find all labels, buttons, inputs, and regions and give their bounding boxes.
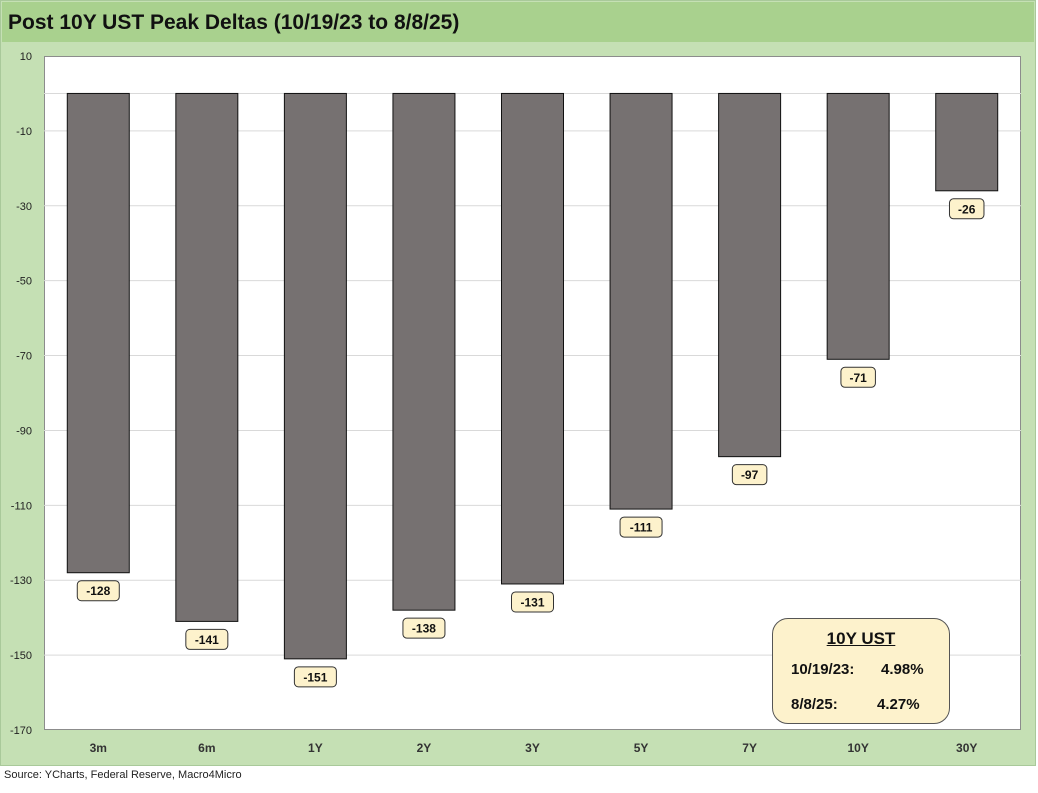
bar-30Y [935, 92, 999, 192]
x-tick-label: 2Y [417, 741, 432, 755]
data-label-box [293, 666, 337, 688]
data-label-box [402, 617, 446, 639]
x-tick-label: 5Y [634, 741, 649, 755]
data-label-box [840, 366, 876, 388]
info-box-heading: 10Y UST [826, 629, 896, 648]
x-tick-label: 3m [90, 741, 107, 755]
data-label-box [511, 591, 554, 613]
bar-1Y [283, 92, 347, 660]
y-tick-label: -130 [10, 575, 32, 587]
source-note: Source: YCharts, Federal Reserve, Macro4… [4, 769, 242, 781]
y-tick-label: -10 [16, 126, 32, 138]
ten-year-ust-info-box: 10Y UST 10/19/23: 4.98% 8/8/25: 4.27% [772, 618, 950, 724]
data-label-box [948, 198, 985, 220]
y-axis-ticks: 10 -10 -30 -50 -70 -90 -110 -130 -150 -170 [10, 51, 32, 737]
bar-6m [175, 92, 239, 622]
info-row-end-date: 8/8/25: [791, 696, 838, 713]
x-axis-ticks: 3m 6m 1Y 2Y 3Y 5Y 7Y 10Y 30Y [90, 741, 978, 755]
bars [66, 92, 999, 660]
data-label: -141 [195, 633, 219, 647]
bar-2Y [392, 92, 456, 611]
data-label: -71 [849, 371, 867, 385]
bar-7Y [718, 92, 782, 458]
chart-frame: Post 10Y UST Peak Deltas (10/19/23 to 8/… [0, 0, 1036, 766]
data-label-box [619, 516, 663, 538]
y-tick-label: -50 [16, 276, 32, 288]
data-label: -128 [86, 584, 110, 598]
y-tick-label: 10 [20, 51, 32, 63]
y-tick-label: -150 [10, 650, 32, 662]
x-tick-label: 10Y [847, 741, 868, 755]
y-tick-label: -110 [11, 500, 32, 512]
data-label: -138 [412, 622, 436, 636]
bar-3Y [501, 92, 564, 585]
bar-3m [66, 92, 130, 574]
data-labels: -128 -141 -151 -138 -131 -111 -97 -71 -26 [76, 198, 985, 688]
data-label-box [731, 464, 768, 486]
data-label-box [76, 580, 120, 602]
x-tick-label: 30Y [956, 741, 977, 755]
x-tick-label: 6m [198, 741, 215, 755]
data-label-box [185, 628, 229, 650]
x-tick-label: 3Y [525, 741, 540, 755]
title-bar: Post 10Y UST Peak Deltas (10/19/23 to 8/… [2, 2, 1034, 42]
y-tick-label: -90 [16, 425, 32, 437]
y-tick-label: -30 [16, 201, 32, 213]
bar-5Y [609, 92, 673, 510]
data-label: -131 [520, 595, 544, 609]
x-tick-label: 7Y [742, 741, 757, 755]
bar-chart: -128 -141 -151 -138 -131 -111 -97 -71 -26 10 -10 -… [10, 51, 1021, 755]
bar-10Y [826, 92, 890, 360]
data-label: -111 [630, 521, 653, 535]
data-label: -26 [958, 202, 976, 216]
y-tick-label: -70 [16, 351, 32, 363]
info-row-start-date: 10/19/23: [791, 661, 855, 678]
info-row-end-value: 4.27% [877, 696, 920, 713]
data-label: -97 [741, 468, 759, 482]
x-tick-label: 1Y [308, 741, 323, 755]
info-row-start-value: 4.98% [881, 661, 924, 678]
y-tick-label: -170 [10, 725, 32, 737]
data-label: -151 [303, 670, 327, 684]
chart-title: Post 10Y UST Peak Deltas (10/19/23 to 8/… [8, 11, 460, 34]
